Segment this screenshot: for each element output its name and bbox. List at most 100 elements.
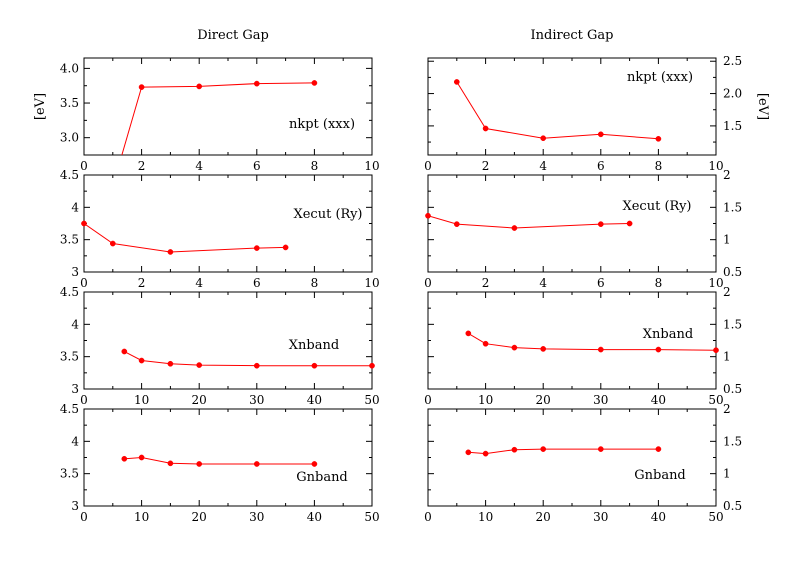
panel-indirect-7: 0 10 20 30 40 500.5 1 1.5 2 Gnband — [424, 402, 742, 524]
y-tick-label: 3.5 — [60, 467, 79, 481]
x-tick-label: 0 — [424, 393, 432, 407]
panel-label: Xecut (Ry) — [622, 199, 691, 214]
x-tick-label: 6 — [597, 276, 605, 290]
x-tick-label: 0 — [424, 276, 432, 290]
plot-frame — [427, 174, 717, 273]
x-tick-label: 50 — [708, 393, 723, 407]
plot-frame — [83, 174, 373, 273]
x-tick-label: 2 — [138, 276, 146, 290]
x-tick-label: 40 — [651, 393, 666, 407]
data-point — [311, 461, 318, 467]
panel-indirect-5: 0 10 20 30 40 500.5 1 1.5 2 Xnband — [424, 285, 742, 407]
data-point — [196, 83, 203, 90]
x-tick-label: 6 — [253, 159, 261, 173]
y-tick-label: 4 — [71, 317, 79, 331]
x-tick-label: 40 — [307, 510, 322, 524]
direct-gap-title: Direct Gap — [197, 28, 269, 43]
panel-label: nkpt (xxx) — [289, 117, 355, 132]
x-tick-label: 2 — [138, 159, 146, 173]
data-point — [121, 455, 128, 462]
data-point — [138, 357, 145, 364]
x-tick-label: 10 — [478, 510, 493, 524]
y-tick-label: 3.5 — [60, 350, 79, 364]
x-tick-label: 4 — [195, 276, 203, 290]
x-tick-label: 10 — [364, 276, 379, 290]
data-point — [482, 340, 489, 347]
panel-label: Gnband — [634, 468, 686, 483]
x-tick-label: 8 — [655, 276, 663, 290]
y-tick-label: 3 — [71, 499, 79, 513]
data-point — [655, 135, 662, 142]
panel-label: nkpt (xxx) — [627, 70, 693, 85]
series-line — [468, 448, 659, 455]
panel-label: Xecut (Ry) — [293, 207, 362, 222]
x-tick-label: 6 — [253, 276, 261, 290]
x-tick-label: 0 — [80, 510, 88, 524]
panel-direct-0: 0 2 4 6 8 10 3.0 3.5 4.0 [eV] nkpt (xxx) — [33, 57, 380, 173]
x-tick-label: 0 — [80, 159, 88, 173]
x-tick-label: 2 — [482, 276, 490, 290]
panel-direct-6: 0 10 20 30 40 50 3 3.5 4 4.5 Gnband — [60, 402, 380, 524]
y-tick-label: 2 — [723, 285, 731, 299]
x-tick-label: 8 — [311, 159, 319, 173]
data-point — [253, 362, 260, 369]
data-point — [482, 450, 489, 457]
x-tick-label: 20 — [536, 510, 551, 524]
y-tick-label: 3.5 — [60, 233, 79, 247]
y-tick-label: 2 — [723, 168, 731, 182]
panel-indirect-1: 0 2 4 6 8 10 1.5 2.0 2.5 [eV] nkpt (xxx) — [424, 54, 770, 173]
x-tick-label: 0 — [424, 510, 432, 524]
series-line — [124, 351, 372, 367]
data-point — [121, 348, 128, 355]
x-tick-label: 2 — [482, 159, 490, 173]
x-tick-label: 10 — [364, 159, 379, 173]
y-tick-label: 4.5 — [60, 402, 79, 416]
data-point — [138, 84, 145, 90]
plot-frame — [83, 57, 373, 156]
plot-frame — [83, 408, 373, 507]
data-point — [540, 346, 547, 352]
plot-frame — [427, 408, 717, 507]
x-tick-label: 20 — [192, 393, 207, 407]
data-point — [597, 446, 604, 452]
x-tick-label: 4 — [195, 159, 203, 173]
data-point — [482, 125, 489, 132]
data-point — [597, 131, 604, 138]
x-tick-label: 30 — [593, 510, 608, 524]
x-tick-label: 40 — [307, 393, 322, 407]
data-point — [597, 346, 604, 353]
y-tick-label: 1 — [723, 350, 731, 364]
y-tick-label: 4.5 — [60, 168, 79, 182]
data-point — [81, 220, 87, 227]
data-point — [511, 344, 518, 351]
x-tick-label: 0 — [80, 393, 88, 407]
x-tick-label: 4 — [539, 276, 547, 290]
x-tick-label: 4 — [539, 159, 547, 173]
panel-label: Xnband — [643, 327, 693, 342]
data-point — [465, 449, 472, 456]
data-point — [196, 461, 203, 467]
data-point — [626, 220, 633, 227]
y-tick-label: 1.5 — [723, 434, 742, 448]
y-tick-label: 1.5 — [723, 200, 742, 214]
data-point — [597, 221, 604, 227]
data-point — [253, 80, 260, 87]
x-tick-label: 0 — [424, 159, 432, 173]
x-tick-label: 6 — [597, 159, 605, 173]
y-tick-label: 0.5 — [723, 499, 742, 513]
data-point — [425, 212, 431, 219]
data-point — [713, 347, 719, 354]
x-tick-label: 8 — [655, 159, 663, 173]
x-tick-label: 10 — [708, 159, 723, 173]
series-line — [124, 456, 315, 465]
x-tick-label: 20 — [536, 393, 551, 407]
y-tick-label: 2.0 — [723, 87, 742, 101]
x-tick-label: 50 — [364, 393, 379, 407]
y-axis-label: [eV] — [33, 93, 48, 120]
y-tick-label: 4 — [71, 434, 79, 448]
y-tick-label: 2.5 — [723, 54, 742, 68]
y-tick-label: 3 — [71, 382, 79, 396]
data-point — [453, 221, 460, 227]
indirect-gap-title: Indirect Gap — [530, 28, 614, 43]
